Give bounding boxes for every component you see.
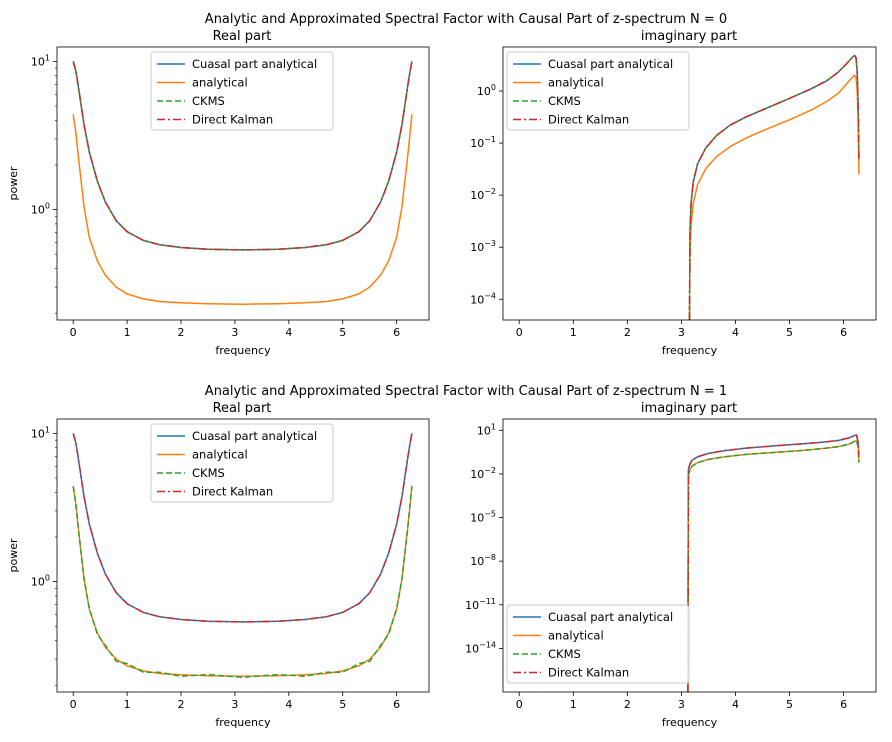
plot-frame <box>502 418 877 693</box>
legend-label: Direct Kalman <box>192 485 273 499</box>
x-tick-label: 5 <box>339 326 346 339</box>
legend-box <box>506 51 690 131</box>
x-tick-label: 0 <box>516 698 523 711</box>
legend-label: Cuasal part analytical <box>192 57 317 71</box>
x-tick-label: 4 <box>732 326 739 339</box>
series-line-ckms <box>687 439 860 692</box>
x-tick-label: 0 <box>70 326 77 339</box>
legend: Cuasal part analytical analytical CKMS Dire… <box>150 423 334 503</box>
y-tick-exponent: −2 <box>484 466 496 475</box>
legend-label: analytical <box>192 448 248 462</box>
legend-label: Direct Kalman <box>192 113 273 127</box>
legend-box <box>506 604 690 684</box>
x-tick-label: 2 <box>624 698 631 711</box>
series-group <box>688 54 860 320</box>
plot-frame <box>56 46 430 321</box>
subplot-title-n0-real: Real part <box>213 29 272 44</box>
x-tick-label: 6 <box>840 326 847 339</box>
legend-label: analytical <box>192 76 248 90</box>
legend-label: analytical <box>548 629 604 643</box>
suptitle-n0: Analytic and Approximated Spectral Facto… <box>205 12 727 27</box>
y-tick-exponent: 1 <box>491 422 496 431</box>
x-tick-label: 4 <box>285 326 292 339</box>
x-tick-label: 2 <box>178 698 185 711</box>
y-tick-exponent: −1 <box>484 135 496 144</box>
x-tick-label: 3 <box>231 326 238 339</box>
plot-frame <box>56 418 430 693</box>
x-axis-label: frequency <box>662 716 718 729</box>
plot-frame <box>502 46 877 321</box>
x-tick-label: 5 <box>786 326 793 339</box>
x-tick-label: 4 <box>732 698 739 711</box>
x-tick-label: 1 <box>570 326 577 339</box>
legend: Cuasal part analytical analytical CKMS Dire… <box>506 604 690 684</box>
x-tick-label: 5 <box>786 698 793 711</box>
y-tick-exponent: −14 <box>479 640 496 649</box>
suptitle-n1: Analytic and Approximated Spectral Facto… <box>205 384 727 399</box>
x-axis-label: frequency <box>215 716 271 729</box>
x-tick-label: 3 <box>231 698 238 711</box>
series-line-direct_kalman <box>72 61 413 251</box>
legend-label: CKMS <box>192 94 225 108</box>
x-tick-label: 6 <box>393 326 400 339</box>
subplot-title-n0-imag: imaginary part <box>641 29 737 44</box>
legend-label: CKMS <box>548 647 581 661</box>
x-tick-label: 1 <box>570 698 577 711</box>
y-tick-exponent: −2 <box>484 187 496 196</box>
legend-label: Cuasal part analytical <box>548 610 673 624</box>
x-tick-label: 2 <box>178 326 185 339</box>
x-axis-label: frequency <box>215 344 271 357</box>
x-tick-label: 1 <box>124 698 131 711</box>
x-tick-label: 3 <box>678 698 685 711</box>
x-tick-label: 4 <box>285 698 292 711</box>
series-line-direct_kalman <box>687 434 860 692</box>
legend-label: Cuasal part analytical <box>548 57 673 71</box>
x-tick-label: 5 <box>339 698 346 711</box>
series-group <box>72 61 413 305</box>
series-group <box>72 433 413 679</box>
series-line-analytical <box>688 74 860 320</box>
x-tick-label: 2 <box>624 326 631 339</box>
y-tick-exponent: 1 <box>45 425 50 434</box>
subplot-title-n1-real: Real part <box>213 401 272 416</box>
y-tick-exponent: −11 <box>479 597 496 606</box>
y-tick-exponent: −8 <box>484 553 496 562</box>
x-tick-label: 0 <box>70 698 77 711</box>
legend-label: Direct Kalman <box>548 666 629 680</box>
legend-label: CKMS <box>192 466 225 480</box>
y-tick-exponent: 0 <box>45 202 50 211</box>
legend-label: Cuasal part analytical <box>192 429 317 443</box>
x-tick-label: 6 <box>393 698 400 711</box>
x-tick-label: 3 <box>678 326 685 339</box>
legend-label: Direct Kalman <box>548 113 629 127</box>
series-group <box>687 434 860 692</box>
y-tick-exponent: −4 <box>484 291 496 300</box>
legend: Cuasal part analytical analytical CKMS Dire… <box>506 51 690 131</box>
legend-box <box>150 423 334 503</box>
y-tick-exponent: −5 <box>484 510 496 519</box>
x-tick-label: 6 <box>840 698 847 711</box>
y-axis-label: power <box>7 166 20 200</box>
y-tick-exponent: 0 <box>45 574 50 583</box>
legend-label: analytical <box>548 76 604 90</box>
subplot-title-n1-imag: imaginary part <box>641 401 737 416</box>
x-tick-label: 1 <box>124 326 131 339</box>
legend-label: CKMS <box>548 94 581 108</box>
series-line-analytical <box>72 486 413 677</box>
x-axis-label: frequency <box>662 344 718 357</box>
y-axis-label: power <box>7 538 20 572</box>
y-tick-exponent: 1 <box>45 53 50 62</box>
y-tick-exponent: 0 <box>491 83 496 92</box>
x-tick-label: 0 <box>516 326 523 339</box>
y-tick-exponent: −3 <box>484 239 496 248</box>
series-line-direct_kalman <box>72 433 413 623</box>
series-line-direct_kalman <box>688 54 860 320</box>
series-line-analytical <box>72 114 413 305</box>
legend-box <box>150 51 334 131</box>
legend: Cuasal part analytical analytical CKMS Dire… <box>150 51 334 131</box>
